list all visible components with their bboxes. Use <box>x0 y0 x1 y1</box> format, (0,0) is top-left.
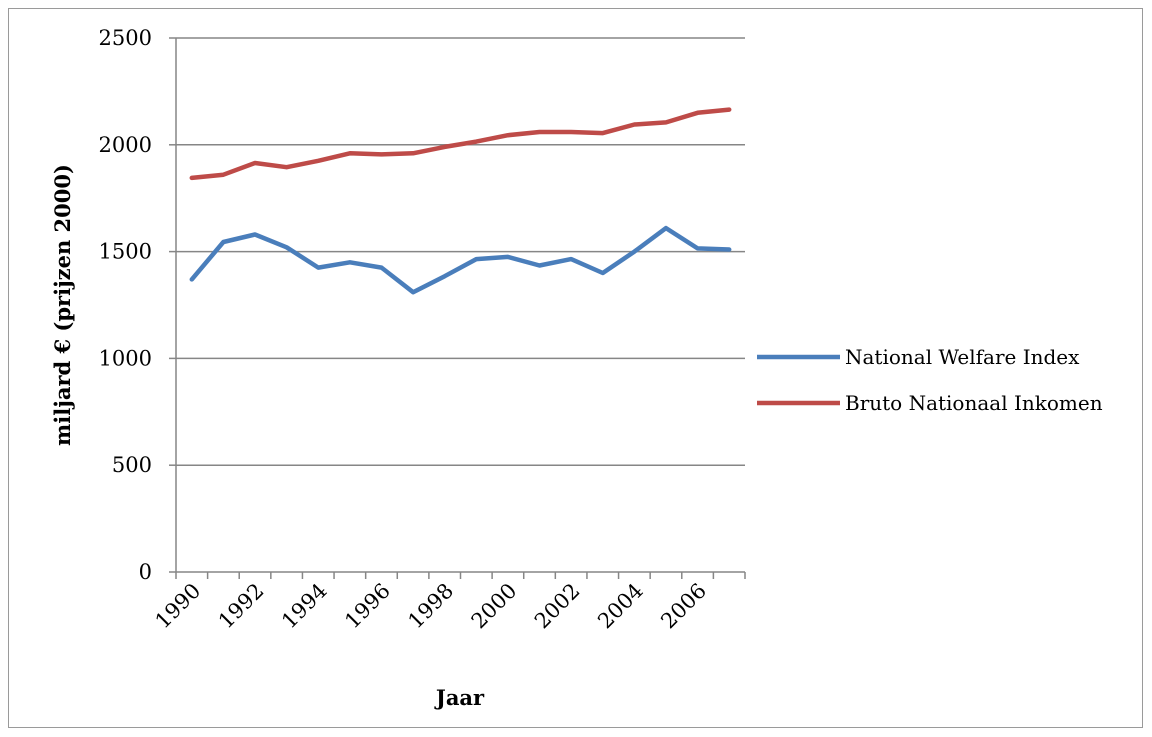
series-lines <box>189 107 732 295</box>
x-tick-labels: 1990 1992 1994 1996 1998 2000 2002 2004 2006 <box>151 579 712 634</box>
series-line <box>189 107 732 181</box>
x-tick-label: 2000 <box>467 579 522 634</box>
x-tick-label: 1994 <box>277 579 332 634</box>
y-tick-label: 2500 <box>99 26 152 50</box>
gridlines <box>176 37 745 466</box>
chart-frame <box>8 8 1143 728</box>
legend-label: National Welfare Index <box>845 345 1080 369</box>
x-tick-label: 1998 <box>403 579 458 634</box>
y-tick-label: 1500 <box>99 240 152 264</box>
x-tick-label: 1990 <box>151 579 206 634</box>
y-tick-label: 1000 <box>99 346 152 370</box>
y-tick-labels: 0 500 1000 1500 2000 2500 <box>99 26 152 584</box>
x-tick-label: 1996 <box>340 579 395 634</box>
legend: National Welfare Index Bruto Nationaal In… <box>757 345 1103 415</box>
x-tick-label: 2002 <box>530 579 585 634</box>
legend-label: Bruto Nationaal Inkomen <box>845 391 1103 415</box>
y-tick-label: 500 <box>112 453 152 477</box>
x-tick-label: 2004 <box>593 579 648 634</box>
y-axis-title: miljard € (prijzen 2000) <box>50 164 75 446</box>
x-tick-label: 1992 <box>214 579 269 634</box>
axes <box>169 37 746 579</box>
series-line <box>189 225 732 295</box>
x-axis-title: Jaar <box>434 685 485 710</box>
x-tick-label: 2006 <box>656 579 711 634</box>
y-tick-label: 0 <box>139 560 152 584</box>
y-tick-label: 2000 <box>99 133 152 157</box>
